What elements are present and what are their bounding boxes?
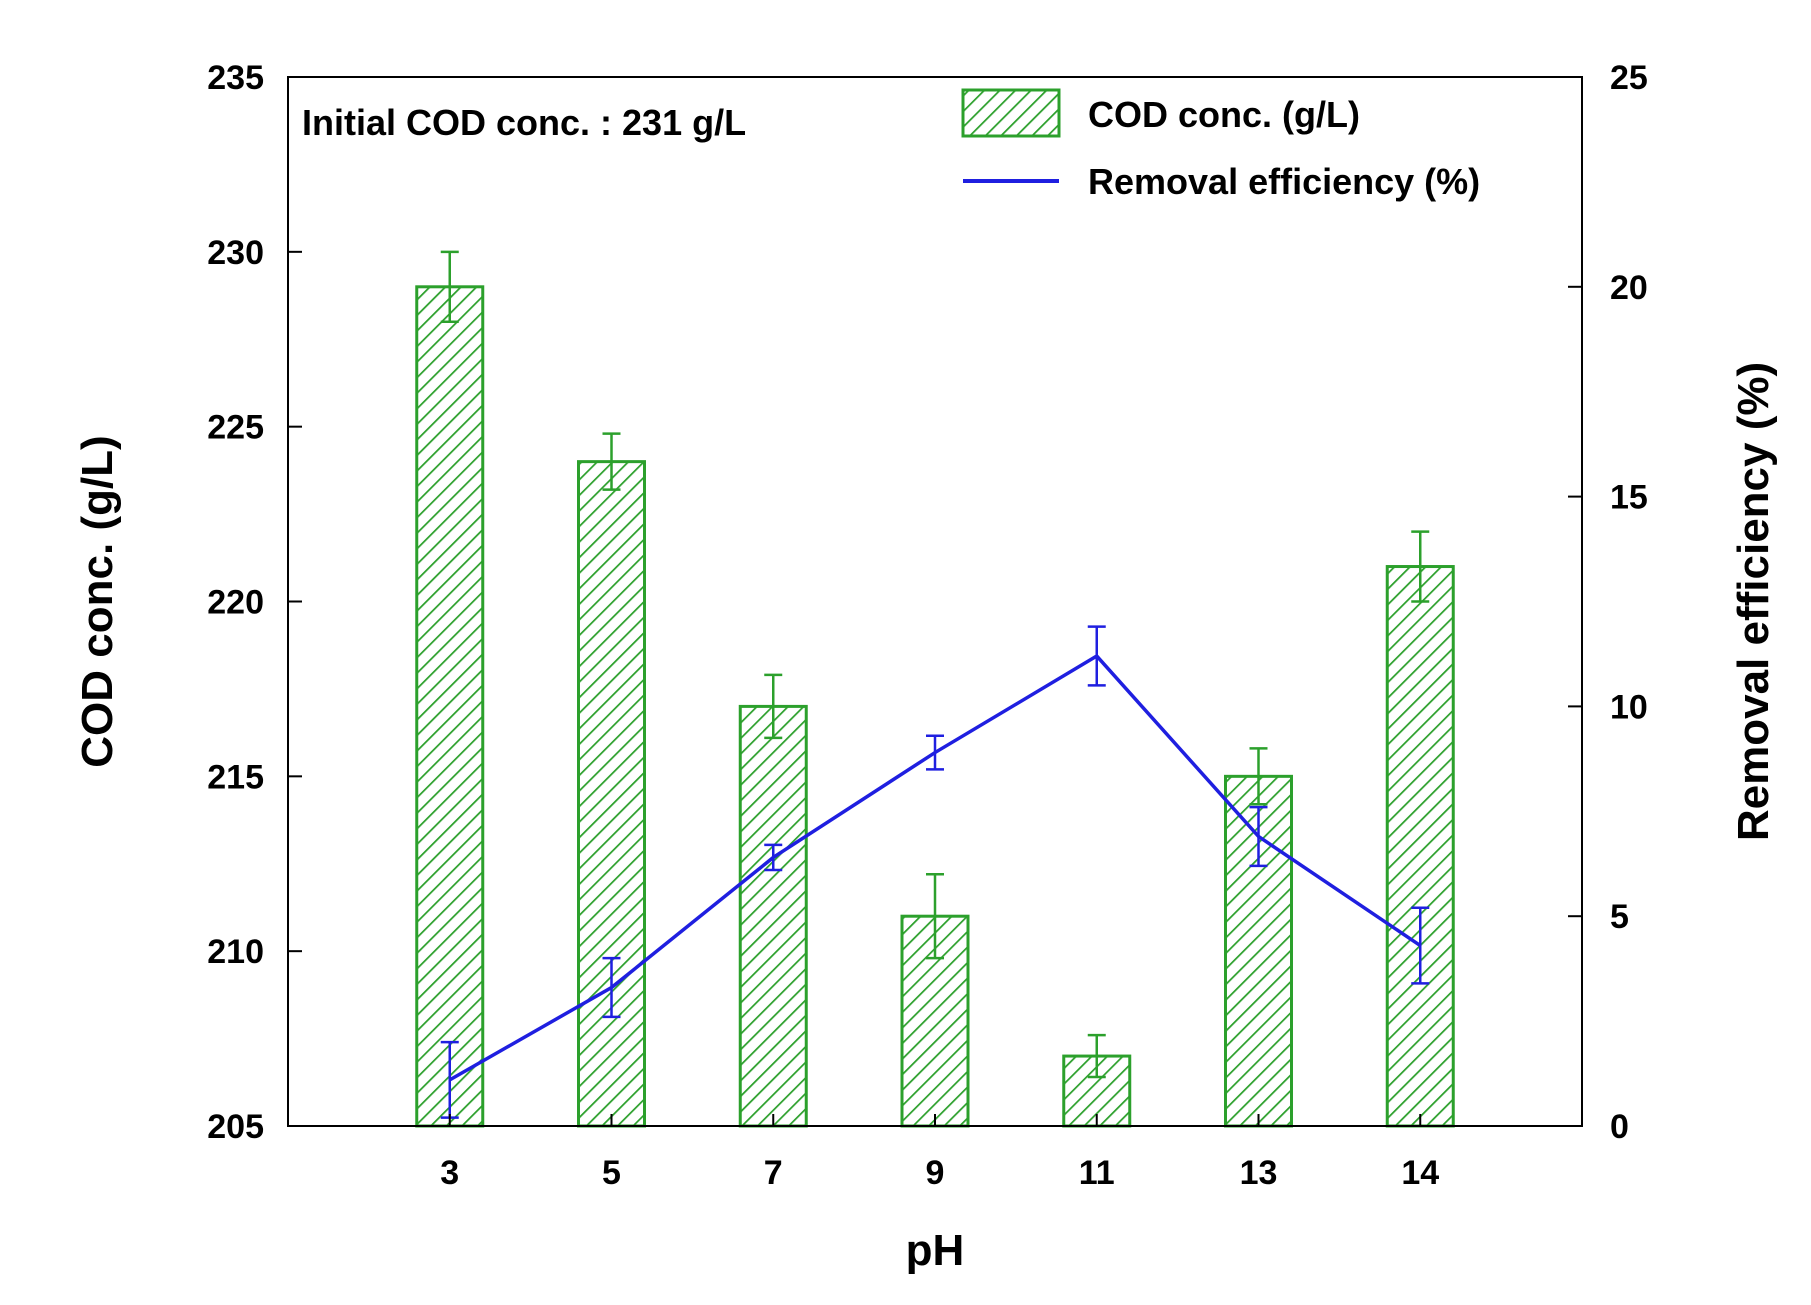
- y-right-tick-label-15: 15: [1610, 479, 1648, 517]
- legend-swatch-cod-conc: [961, 88, 1061, 138]
- y-left-tick-label-220: 220: [207, 584, 264, 622]
- bar-ph-3: [415, 285, 485, 1128]
- x-tick-label-3: 3: [440, 1154, 459, 1192]
- x-axis-title: pH: [906, 1226, 965, 1275]
- y-left-tick-label-230: 230: [207, 234, 264, 272]
- x-tick-label-9: 9: [926, 1154, 945, 1192]
- y-left-tick-label-210: 210: [207, 933, 264, 971]
- x-tick-label-13: 13: [1240, 1154, 1278, 1192]
- x-tick-label-5: 5: [602, 1154, 621, 1192]
- axis-ticks: 3 5 7 9 11 13 14 205 210 215 220 225 230 235 0 5 10 15 20 2…: [207, 59, 1648, 1192]
- legend: COD conc. (g/L) Removal efficiency (%): [961, 88, 1480, 202]
- bar-error-bars: [440, 250, 1430, 1079]
- x-tick-label-14: 14: [1401, 1154, 1439, 1192]
- bars-group: [415, 285, 1455, 1128]
- legend-label-cod-conc: COD conc. (g/L): [1088, 94, 1360, 135]
- x-tick-label-7: 7: [764, 1154, 783, 1192]
- y-axis-title-right: Removal efficiency (%): [1729, 362, 1778, 841]
- x-tick-label-11: 11: [1079, 1154, 1115, 1192]
- y-right-tick-label-5: 5: [1610, 898, 1629, 936]
- bar-ph-14: [1385, 565, 1455, 1128]
- bar-ph-7: [738, 704, 808, 1128]
- bar-ph-5: [577, 460, 646, 1128]
- y-left-tick-label-215: 215: [207, 758, 264, 796]
- y-right-tick-label-10: 10: [1610, 688, 1648, 726]
- y-right-tick-label-0: 0: [1610, 1108, 1629, 1146]
- y-right-tick-label-25: 25: [1610, 59, 1648, 97]
- y-right-tick-label-20: 20: [1610, 269, 1648, 307]
- line-series-group: [440, 625, 1430, 1119]
- legend-label-removal-efficiency: Removal efficiency (%): [1088, 161, 1480, 202]
- y-left-tick-label-225: 225: [207, 409, 264, 447]
- initial-cod-annotation: Initial COD conc. : 231 g/L: [302, 102, 746, 143]
- y-left-tick-label-205: 205: [207, 1108, 264, 1146]
- y-axis-title-left: COD conc. (g/L): [73, 435, 122, 767]
- y-left-tick-label-235: 235: [207, 59, 264, 97]
